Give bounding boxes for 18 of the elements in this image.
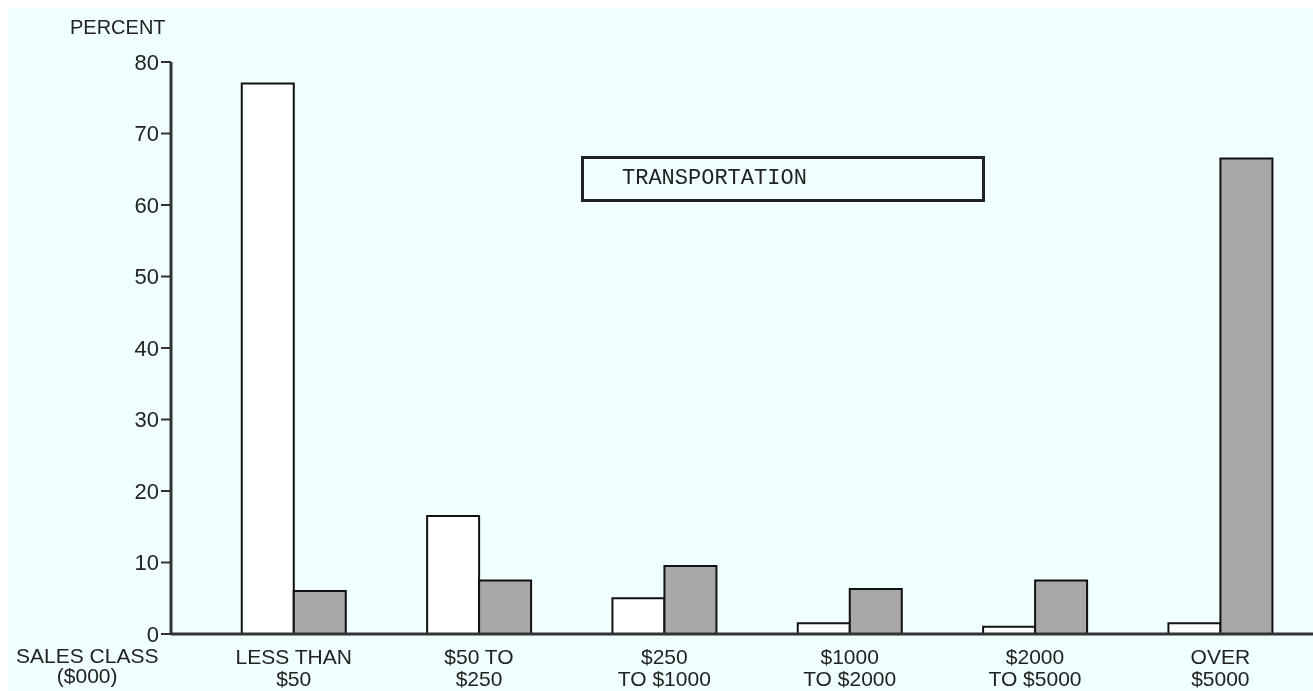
x-tick-label: $50 TO $250 <box>444 645 514 690</box>
y-tick-label: 60 <box>134 192 159 218</box>
x-tick-label: LESS THAN $50 <box>235 645 352 690</box>
y-axis-title: PERCENT <box>70 16 166 39</box>
text: TRANSPORTATION <box>581 156 985 202</box>
x-axis-title: SALES CLASS ($000) <box>16 644 159 687</box>
x-tick-label: $250 TO $1000 <box>617 645 711 690</box>
y-tick-label: 50 <box>134 264 159 290</box>
y-tick-label: 0 <box>146 621 159 647</box>
x-tick-label: $1000 TO $2000 <box>803 645 897 690</box>
y-tick-label: 10 <box>134 550 159 576</box>
y-tick-label: 70 <box>134 121 159 147</box>
y-tick-label: 30 <box>134 407 159 433</box>
y-tick-label: 80 <box>134 49 159 75</box>
x-tick-label: OVER $5000 <box>1190 645 1251 690</box>
x-tick-label: $2000 TO $5000 <box>988 645 1082 690</box>
y-tick-label: 20 <box>134 478 159 504</box>
y-tick-label: 40 <box>134 335 159 361</box>
